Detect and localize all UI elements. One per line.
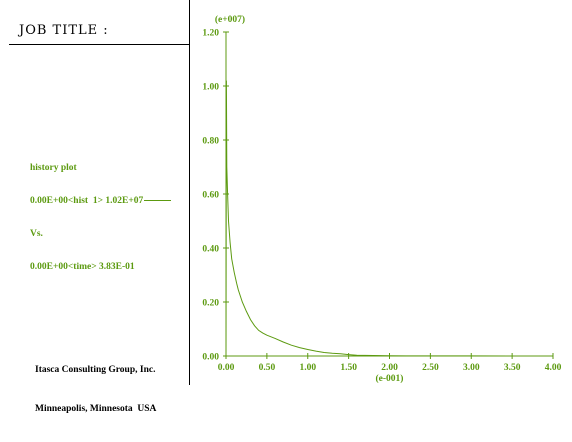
chart-series <box>225 80 540 357</box>
y-tick-label: 0.00 <box>202 353 219 363</box>
x-tick-label: 2.50 <box>422 363 439 373</box>
chart-axes <box>223 31 554 359</box>
x-tick-label: 0.00 <box>218 363 235 373</box>
legend-line-2: 0.00E+00<hist 1> 1.02E+07 <box>30 196 172 207</box>
history-chart: 0.00 0.20 0.40 0.60 0.80 1.00 1.20 0.00 0.50 1.00… <box>202 14 561 384</box>
legend-line-3: Vs. <box>30 229 43 239</box>
y-tick-label: 0.60 <box>202 191 219 201</box>
legend-line-4: 0.00E+00<time> 3.83E-01 <box>30 262 135 272</box>
company-name: Itasca Consulting Group, Inc. <box>35 365 156 375</box>
legend-series-swatch <box>144 200 172 202</box>
x-axis-label: (e-001) <box>376 373 404 384</box>
company-location: Minneapolis, Minnesota USA <box>35 404 157 414</box>
plot-window: JOB TITLE : history plot 0.00E+00<hist 1… <box>0 0 562 414</box>
x-tick-label: 3.50 <box>504 363 521 373</box>
x-tick-label: 2.00 <box>381 363 398 373</box>
history-legend: history plot 0.00E+00<hist 1> 1.02E+07 V… <box>30 141 172 295</box>
job-title-box: JOB TITLE : <box>9 8 190 45</box>
legend-line-1: history plot <box>30 163 77 173</box>
series-line-hist-1 <box>225 80 540 357</box>
x-tick-label: 0.50 <box>259 363 276 373</box>
x-tick-label: 1.50 <box>340 363 357 373</box>
y-tick-label: 0.20 <box>202 299 219 309</box>
y-tick-label: 1.00 <box>202 83 219 93</box>
y-tick-label: 0.40 <box>202 245 219 255</box>
x-tick-label: 1.00 <box>299 363 316 373</box>
y-tick-label: 0.80 <box>202 137 219 147</box>
job-title: JOB TITLE : <box>19 23 109 38</box>
y-tick-label: 1.20 <box>202 29 219 39</box>
x-tick-label: 4.00 <box>545 363 562 373</box>
x-tick-label: 3.00 <box>463 363 480 373</box>
legend-series-label: 0.00E+00<hist 1> 1.02E+07 <box>30 196 144 206</box>
y-axis-label: (e+007) <box>215 14 245 25</box>
sidebar-panel: JOB TITLE : history plot 0.00E+00<hist 1… <box>0 0 190 414</box>
chart-labels: 0.00 0.20 0.40 0.60 0.80 1.00 1.20 0.00 0.50 1.00… <box>202 14 561 384</box>
